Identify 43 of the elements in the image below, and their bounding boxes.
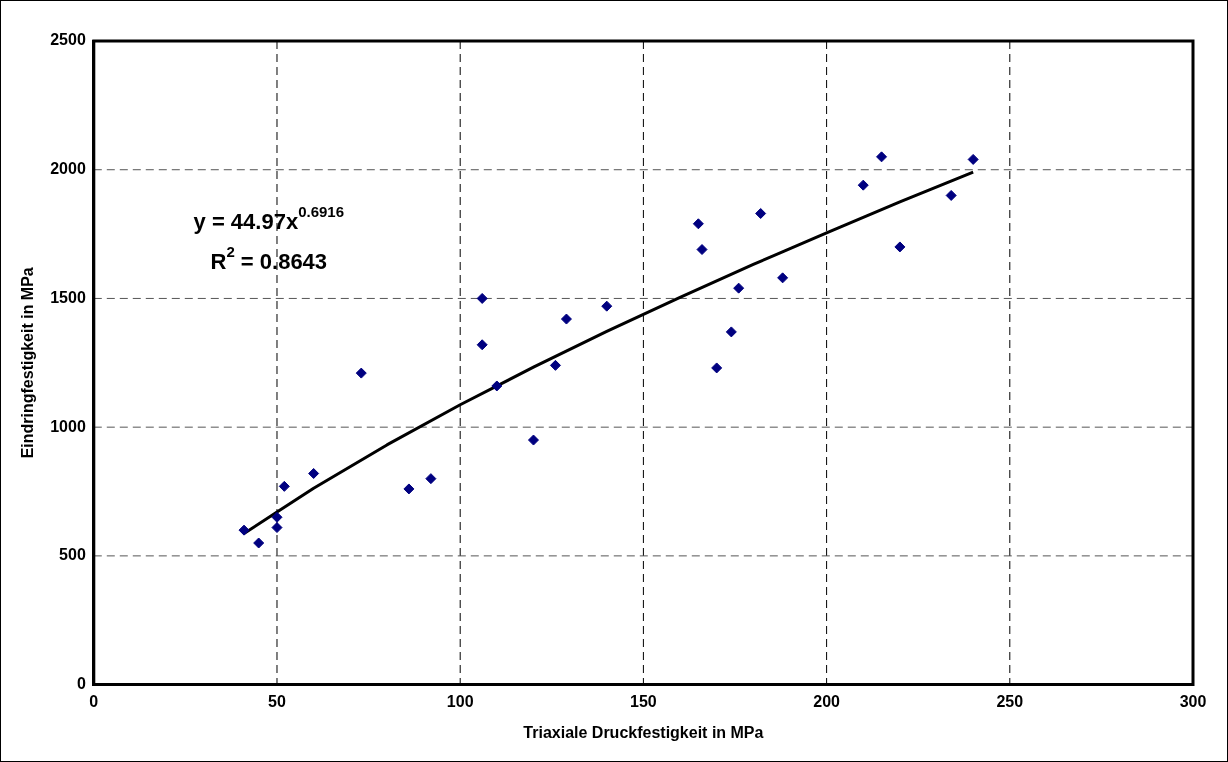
y-tick-label: 1500	[50, 288, 86, 306]
y-tick-label: 1000	[50, 417, 86, 435]
point	[308, 468, 320, 479]
point	[601, 300, 613, 312]
point	[271, 511, 283, 523]
x-tick-label: 0	[89, 692, 99, 710]
x-tick-label: 50	[268, 692, 286, 710]
point	[876, 151, 888, 163]
y-tick-label: 0	[76, 675, 86, 693]
x-tick-label: 200	[813, 692, 841, 710]
point	[278, 480, 290, 492]
point	[253, 537, 265, 549]
point	[425, 473, 437, 485]
point	[549, 359, 561, 371]
y-tick-label: 500	[59, 546, 86, 564]
point	[725, 326, 737, 338]
point	[857, 179, 869, 191]
point	[355, 367, 367, 379]
y-tick-label: 2000	[50, 160, 86, 178]
x-tick-label: 250	[996, 692, 1024, 710]
point	[945, 189, 957, 201]
point	[777, 272, 789, 284]
point	[711, 362, 723, 374]
point	[894, 241, 906, 253]
point	[696, 244, 708, 256]
point	[755, 207, 767, 219]
point	[476, 339, 488, 351]
point	[238, 524, 250, 536]
point	[491, 380, 503, 392]
point	[403, 483, 415, 495]
x-tick-label: 300	[1179, 692, 1207, 710]
x-tick-label: 100	[446, 692, 474, 710]
point	[476, 292, 488, 304]
y-tick-label: 2500	[50, 31, 86, 49]
point	[967, 153, 979, 165]
point	[271, 522, 283, 534]
point	[560, 313, 572, 325]
x-axis-title: Triaxiale Druckfestigkeit in MPa	[523, 723, 764, 741]
point	[527, 434, 539, 446]
point	[692, 218, 704, 230]
y-axis-title: Eindringfestigkeit in MPa	[19, 267, 37, 459]
x-tick-label: 150	[630, 692, 657, 710]
point	[733, 282, 745, 294]
